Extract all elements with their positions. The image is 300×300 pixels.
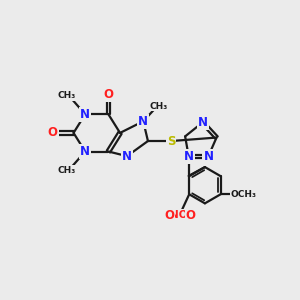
Text: N: N	[122, 150, 132, 163]
Text: N: N	[80, 145, 90, 158]
Text: O: O	[103, 88, 113, 101]
Text: N: N	[138, 115, 148, 128]
Text: O: O	[164, 209, 174, 222]
Text: OCH₃: OCH₃	[231, 190, 257, 199]
Text: N: N	[184, 150, 194, 163]
Text: CH₃: CH₃	[149, 102, 167, 111]
Text: N: N	[203, 150, 213, 163]
Text: S: S	[167, 134, 176, 148]
Text: N: N	[198, 116, 208, 129]
Text: ⁻: ⁻	[165, 208, 172, 221]
Text: CH₃: CH₃	[57, 91, 76, 100]
Text: N: N	[80, 108, 90, 121]
Text: O: O	[48, 126, 58, 140]
Text: O: O	[185, 209, 195, 222]
Text: NO₂: NO₂	[170, 210, 192, 220]
Text: CH₃: CH₃	[57, 166, 76, 175]
